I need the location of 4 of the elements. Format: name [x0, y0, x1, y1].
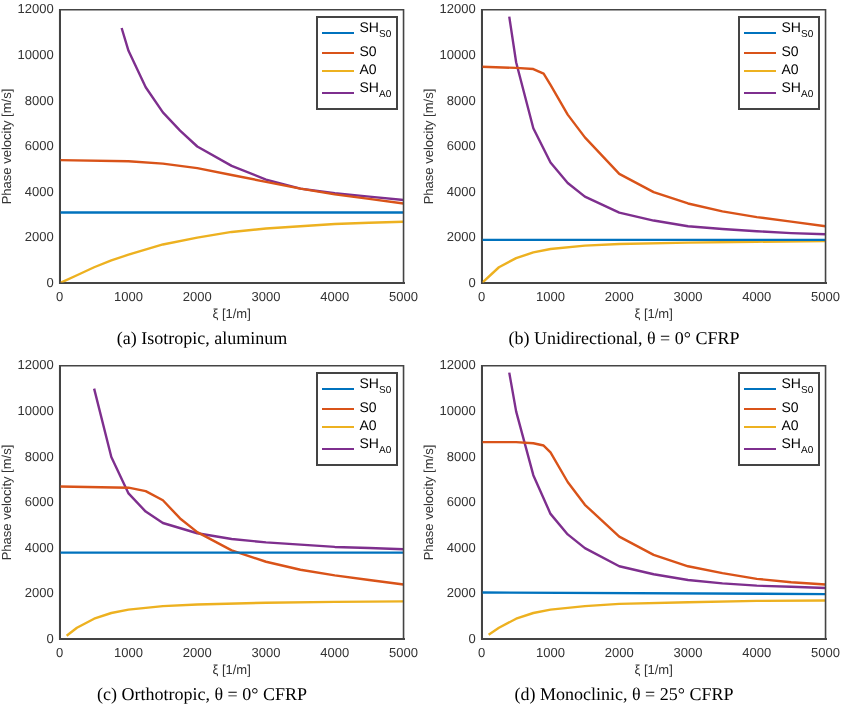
text: (c) Orthotropic, θ = 0° CFRP	[97, 683, 307, 704]
text: (d) Monoclinic, θ = 25° CFRP	[514, 683, 734, 704]
text: (a) Isotropic, aluminum	[116, 327, 288, 348]
text: (b) Unidirectional, θ = 0° CFRP	[508, 327, 740, 348]
